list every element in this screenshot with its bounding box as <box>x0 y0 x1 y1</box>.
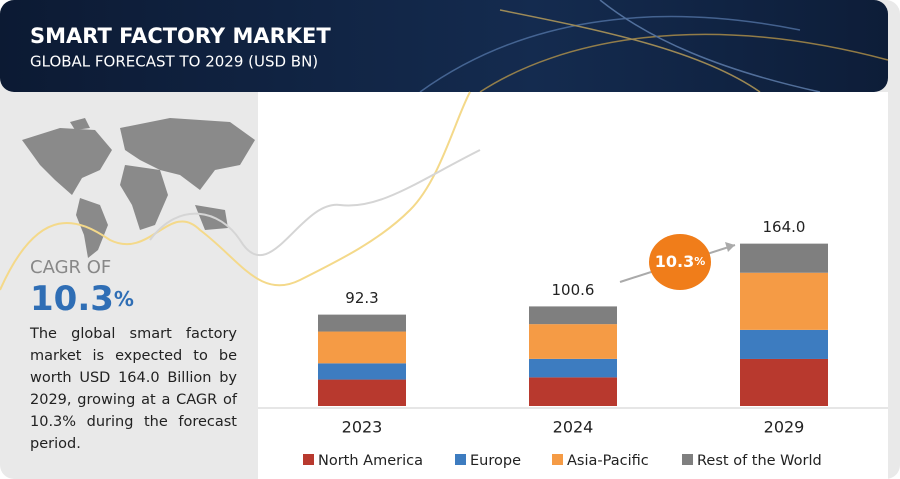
bar-segment <box>740 272 828 330</box>
x-tick-label: 2023 <box>342 418 383 437</box>
legend-swatch <box>552 454 563 465</box>
title: SMART FACTORY MARKET <box>30 24 331 48</box>
legend-label: Europe <box>470 453 521 469</box>
total-label: 164.0 <box>763 218 806 236</box>
cagr-label: CAGR OF <box>30 257 111 278</box>
legend-label: North America <box>318 453 423 469</box>
bar-segment <box>529 358 617 378</box>
x-tick-label: 2029 <box>764 418 805 437</box>
cagr-value: 10.3% <box>30 279 134 319</box>
bar-segment <box>318 363 406 380</box>
legend-swatch <box>455 454 466 465</box>
legend-swatch <box>682 454 693 465</box>
bar-segment <box>529 324 617 359</box>
total-label: 92.3 <box>345 289 378 307</box>
legend-label: Asia-Pacific <box>567 453 649 469</box>
bar-segment <box>740 243 828 273</box>
bar-segment <box>740 358 828 406</box>
header-decoration <box>419 0 889 93</box>
bar-segment <box>318 331 406 364</box>
bar-segment <box>529 306 617 325</box>
description: The global smart factory market is expec… <box>30 326 237 452</box>
legend-swatch <box>303 454 314 465</box>
cagr-bubble <box>649 234 711 290</box>
subtitle: GLOBAL FORECAST TO 2029 (USD BN) <box>30 53 318 71</box>
world-map <box>22 118 255 258</box>
cagr-bubble-text: 10.3% <box>655 252 706 271</box>
bar-segment <box>318 314 406 332</box>
x-tick-label: 2024 <box>553 418 594 437</box>
arrow-head <box>725 242 735 252</box>
bar-segment <box>318 379 406 406</box>
bar-segment <box>740 329 828 359</box>
total-label: 100.6 <box>552 281 595 299</box>
header-bg <box>0 0 888 92</box>
legend-label: Rest of the World <box>697 453 822 469</box>
bar-segment <box>529 377 617 406</box>
decoration-curves <box>0 91 481 291</box>
